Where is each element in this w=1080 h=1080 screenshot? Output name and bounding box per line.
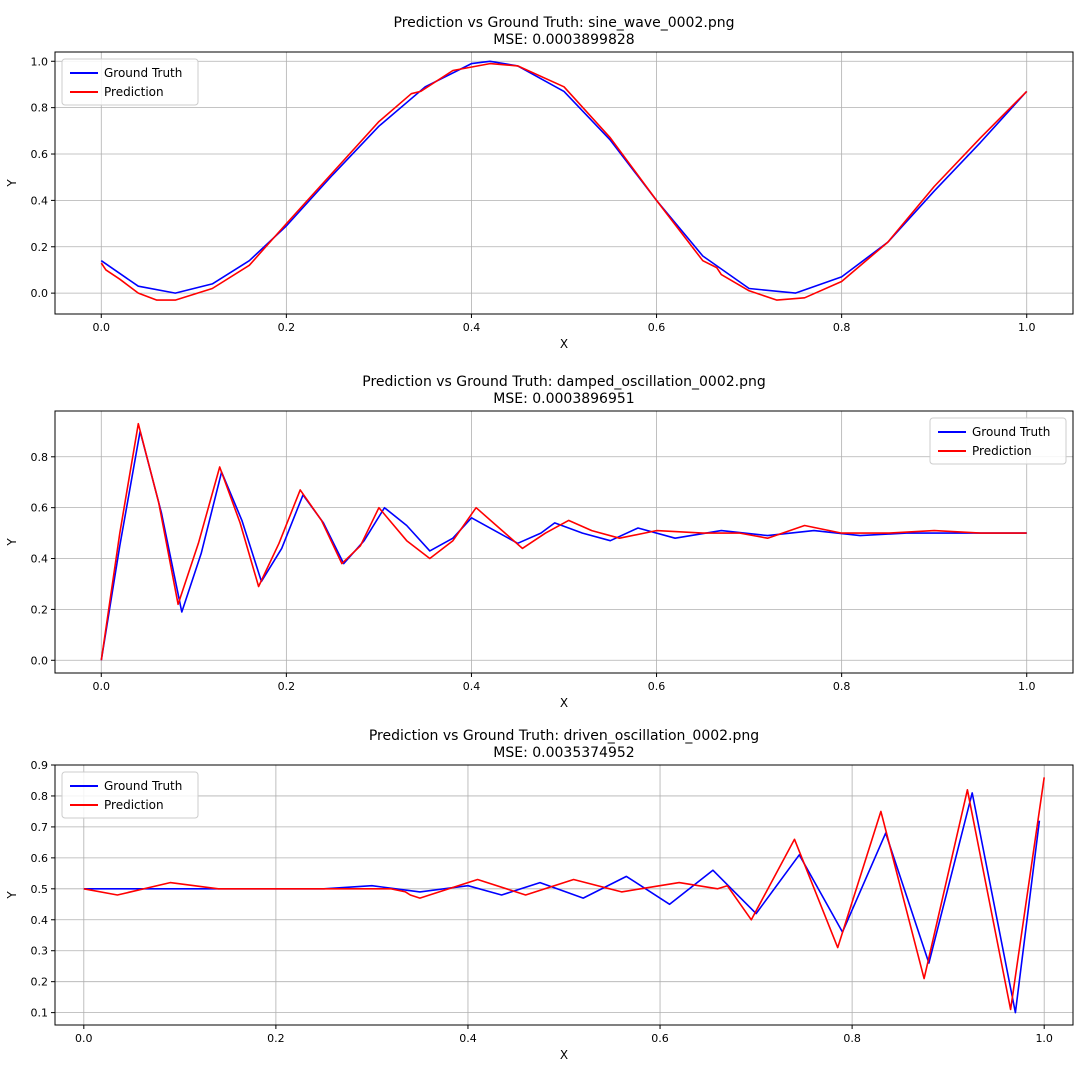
chart-title: Prediction vs Ground Truth: damped_oscil… [362, 374, 765, 390]
legend-label: Ground Truth [104, 779, 182, 793]
y-tick-label: 0.4 [31, 194, 49, 207]
x-tick-label: 0.2 [267, 1032, 285, 1045]
x-tick-label: 1.0 [1018, 680, 1036, 693]
series-line-prediction [100, 422, 1027, 661]
y-tick-label: 0.4 [31, 914, 49, 927]
x-tick-label: 0.6 [651, 1032, 669, 1045]
x-tick-label: 0.0 [93, 321, 111, 334]
legend-label: Prediction [972, 444, 1032, 458]
legend: Ground Truth Prediction [61, 58, 199, 106]
y-tick-label: 0.6 [31, 502, 49, 515]
legend-label: Ground Truth [972, 425, 1050, 439]
y-tick-label: 0.7 [31, 821, 49, 834]
y-tick-label: 0.5 [31, 883, 49, 896]
x-tick-label: 0.6 [648, 321, 666, 334]
chart-title: Prediction vs Ground Truth: driven_oscil… [369, 728, 759, 744]
x-tick-label: 1.0 [1018, 321, 1036, 334]
axes-frame [54, 764, 1074, 1026]
chart-subtitle: MSE: 0.0003896951 [493, 391, 634, 407]
x-tick-label: 0.8 [833, 680, 851, 693]
x-tick-label: 0.8 [843, 1032, 861, 1045]
series-line-prediction [83, 777, 1045, 1011]
legend-box [61, 58, 199, 106]
chart-panel-3: Prediction vs Ground Truth: driven_oscil… [5, 728, 1074, 1062]
series-line-ground-truth [100, 60, 1028, 294]
chart-subtitle: MSE: 0.0003899828 [493, 32, 634, 48]
x-tick-label: 0.2 [278, 680, 296, 693]
y-tick-label: 0.8 [31, 451, 49, 464]
x-tick-label: 0.4 [463, 680, 481, 693]
chart-panel-2: Prediction vs Ground Truth: damped_oscil… [5, 374, 1074, 710]
y-tick-label: 0.2 [31, 603, 49, 616]
y-tick-label: 0.2 [31, 241, 49, 254]
x-axis-label: X [560, 337, 568, 351]
legend-label: Prediction [104, 85, 164, 99]
x-axis-label: X [560, 696, 568, 710]
axes-frame [54, 410, 1074, 674]
legend: Ground Truth Prediction [929, 417, 1067, 465]
chart-title: Prediction vs Ground Truth: sine_wave_00… [394, 15, 735, 31]
x-tick-label: 0.0 [93, 680, 111, 693]
legend-box [61, 771, 199, 819]
x-tick-label: 0.0 [75, 1032, 93, 1045]
y-tick-label: 0.2 [31, 976, 49, 989]
legend-label: Prediction [104, 798, 164, 812]
y-tick-label: 0.6 [31, 852, 49, 865]
series-line-ground-truth [83, 792, 1041, 1014]
y-tick-label: 0.4 [31, 553, 49, 566]
chart-subtitle: MSE: 0.0035374952 [493, 745, 634, 761]
y-tick-label: 0.0 [31, 287, 49, 300]
chart-panel-1: Prediction vs Ground Truth: sine_wave_00… [5, 15, 1074, 351]
x-tick-label: 0.6 [648, 680, 666, 693]
axes-frame [54, 51, 1074, 315]
legend-label: Ground Truth [104, 66, 182, 80]
x-tick-label: 0.8 [833, 321, 851, 334]
x-tick-label: 0.4 [459, 1032, 477, 1045]
y-tick-label: 0.8 [31, 102, 49, 115]
legend-box [929, 417, 1067, 465]
series-line-prediction [100, 62, 1028, 301]
x-axis-label: X [560, 1048, 568, 1062]
x-tick-label: 0.4 [463, 321, 481, 334]
y-tick-label: 0.0 [31, 654, 49, 667]
y-tick-label: 0.1 [31, 1007, 49, 1020]
y-axis-label: Y [5, 179, 19, 188]
y-tick-label: 0.3 [31, 945, 49, 958]
x-tick-label: 1.0 [1035, 1032, 1053, 1045]
y-axis-label: Y [5, 891, 19, 900]
y-axis-label: Y [5, 538, 19, 547]
y-tick-label: 1.0 [31, 55, 49, 68]
y-tick-label: 0.9 [31, 759, 49, 772]
series-line-ground-truth [100, 430, 1027, 661]
y-tick-label: 0.8 [31, 790, 49, 803]
legend: Ground Truth Prediction [61, 771, 199, 819]
x-tick-label: 0.2 [278, 321, 296, 334]
y-tick-label: 0.6 [31, 148, 49, 161]
